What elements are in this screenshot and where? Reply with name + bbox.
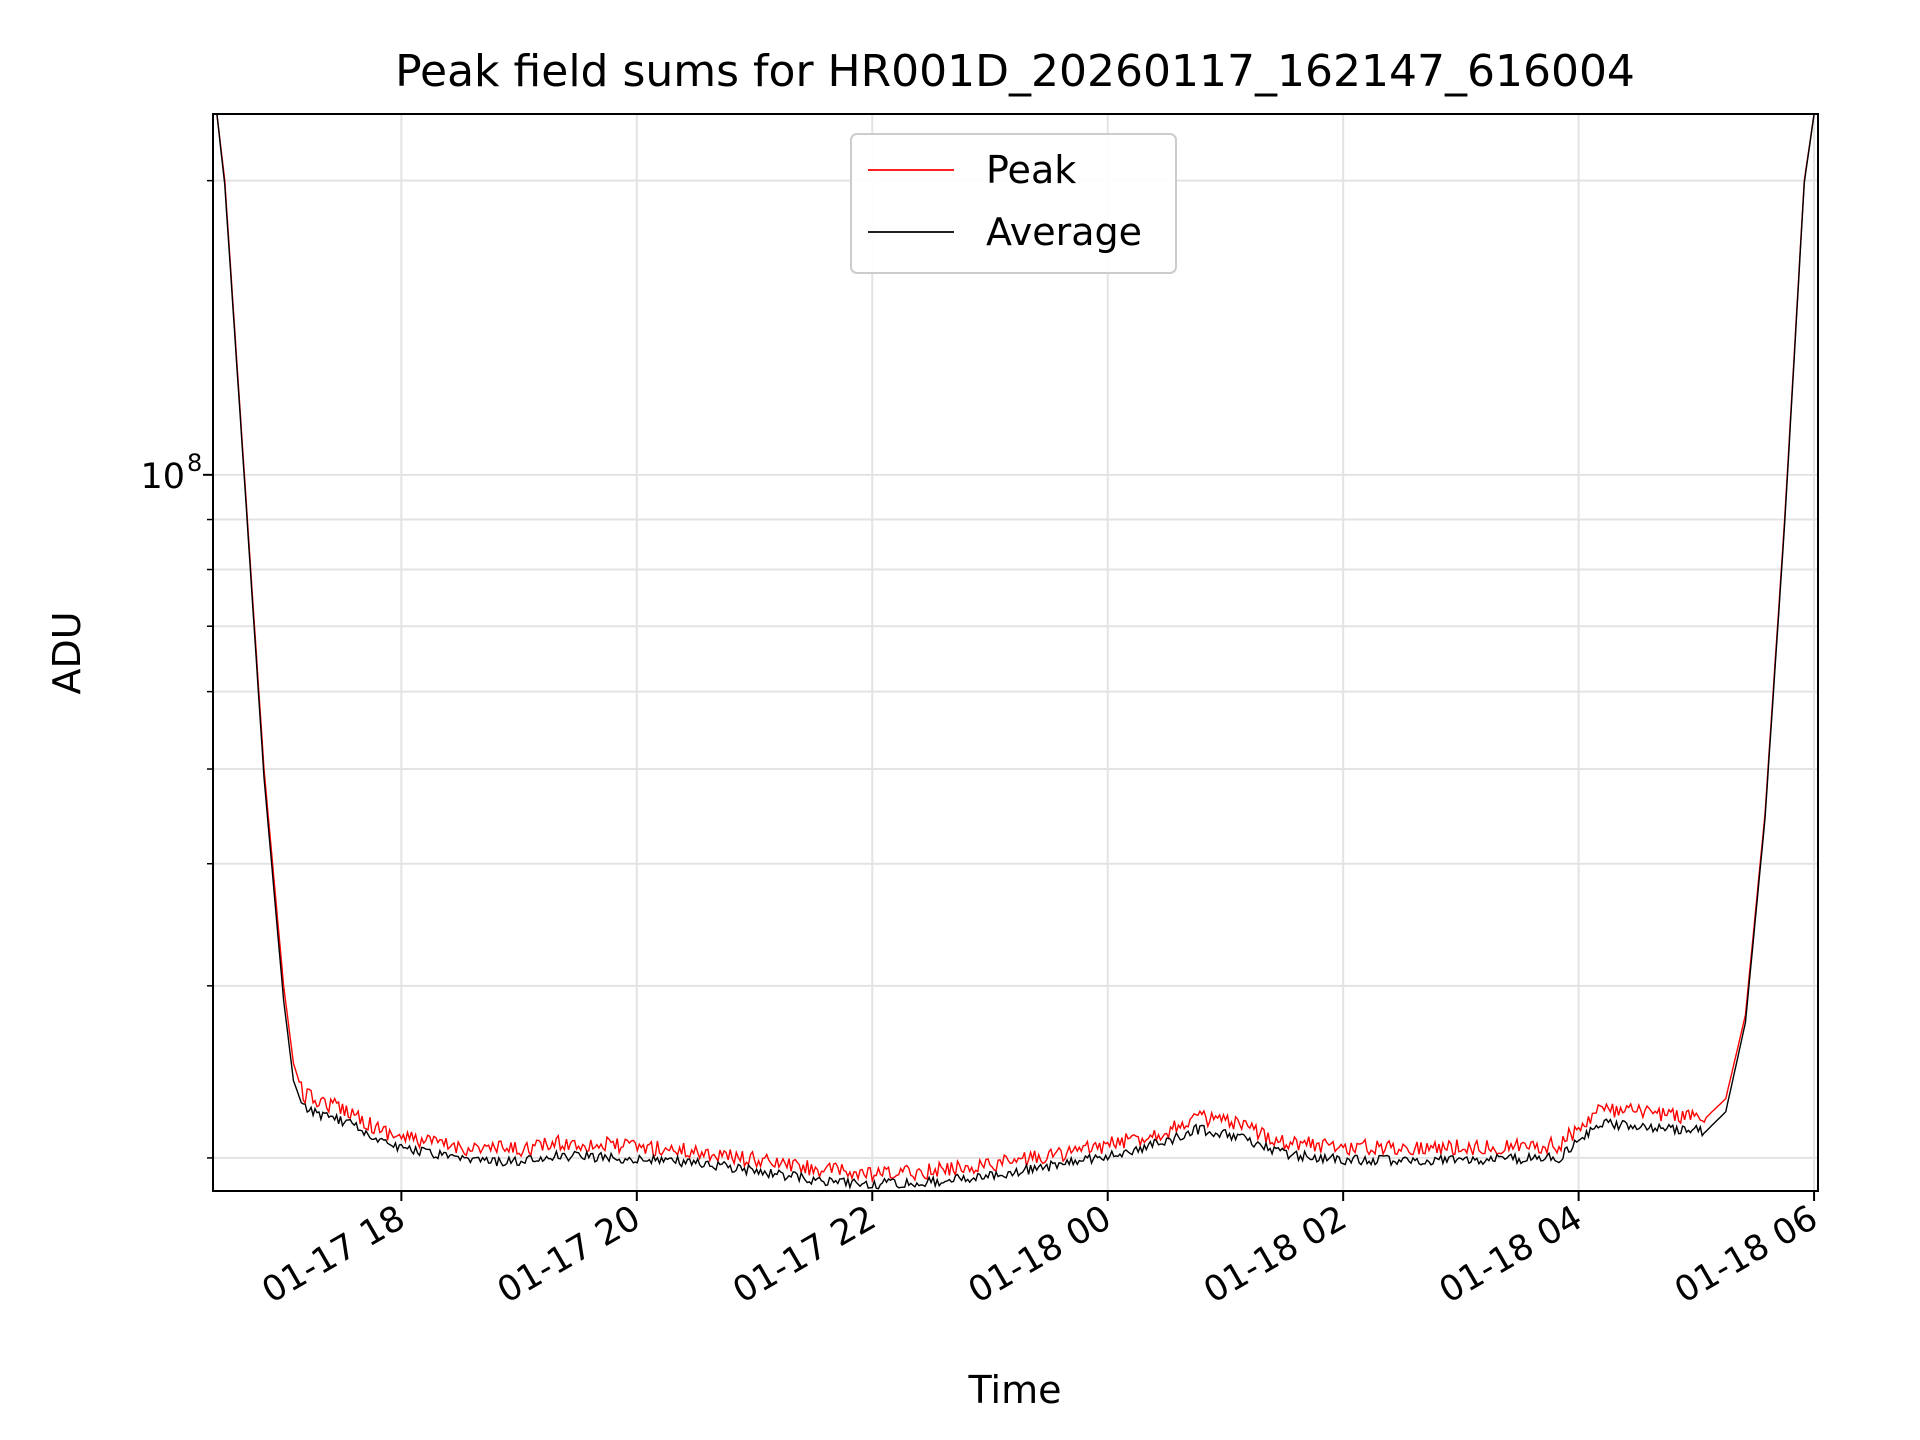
- y-tick-label: 10: [140, 457, 185, 497]
- x-axis-label: Time: [968, 1368, 1062, 1412]
- legend-label-average: Average: [986, 210, 1142, 254]
- y-axis-label: ADU: [45, 611, 89, 694]
- legend: Peak Average: [850, 133, 1177, 274]
- data-layer: [216, 114, 1815, 1190]
- y-tick-label-exponent: 8: [187, 449, 202, 477]
- grid-layer: [213, 114, 1818, 1191]
- legend-box: [850, 133, 1177, 274]
- series-line-peak: [216, 114, 1815, 1184]
- series-line-average: [216, 114, 1815, 1190]
- plot-frame: [212, 113, 1819, 1192]
- legend-label-peak: Peak: [986, 148, 1076, 192]
- chart-title: Peak field sums for HR001D_20260117_1621…: [395, 46, 1635, 97]
